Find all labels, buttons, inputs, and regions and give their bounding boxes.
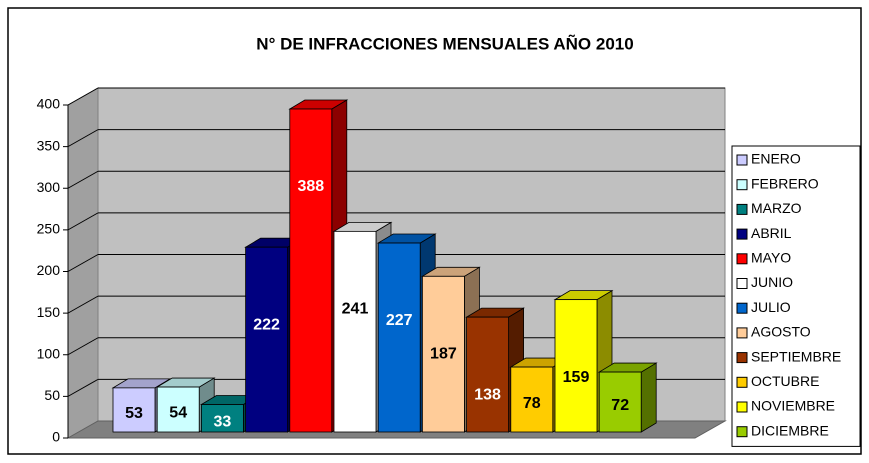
legend-box <box>731 145 861 447</box>
legend-label: AGOSTO <box>751 324 811 340</box>
legend-swatch <box>736 302 748 314</box>
legend-label: ABRIL <box>751 225 792 241</box>
bar <box>510 366 554 433</box>
grid-line <box>67 254 99 272</box>
value-label: 159 <box>563 369 590 386</box>
y-tick-label: 0 <box>52 429 60 445</box>
y-tick-label: 400 <box>37 96 61 112</box>
legend-label: DICIEMBRE <box>751 422 829 438</box>
legend-label: FEBRERO <box>751 175 819 191</box>
value-label: 72 <box>611 397 629 414</box>
bar <box>112 387 156 433</box>
value-label: 138 <box>474 386 501 403</box>
bar <box>554 299 598 433</box>
y-tick-label: 350 <box>37 137 61 153</box>
value-label: 187 <box>430 346 457 363</box>
grid-line <box>67 295 99 314</box>
bar <box>333 230 377 433</box>
y-tick-label: 50 <box>44 387 60 403</box>
legend-label: OCTUBRE <box>751 373 819 389</box>
value-label: 54 <box>169 405 187 422</box>
grid-line <box>67 212 99 231</box>
chart-title: N° DE INFRACCIONES MENSUALES AÑO 2010 <box>256 33 633 53</box>
grid-line <box>67 378 99 397</box>
legend-swatch <box>736 154 748 166</box>
legend-swatch <box>736 401 748 413</box>
value-label: 241 <box>342 301 369 318</box>
legend-swatch <box>736 278 748 289</box>
bar <box>245 246 289 433</box>
legend-label: NOVIEMBRE <box>751 398 835 414</box>
legend-label: SEPTIEMBRE <box>751 348 841 364</box>
legend-swatch <box>736 179 748 191</box>
value-label: 388 <box>297 178 324 195</box>
value-label: 78 <box>523 395 541 412</box>
legend-label: MARZO <box>751 200 802 216</box>
legend-swatch <box>736 228 748 240</box>
legend-label: JUNIO <box>751 274 793 290</box>
legend-label: ENERO <box>751 151 801 167</box>
legend-swatch <box>736 426 748 438</box>
value-label: 33 <box>214 413 232 430</box>
value-label: 53 <box>125 405 143 422</box>
legend-swatch <box>736 352 748 364</box>
legend-swatch <box>736 203 748 215</box>
bar <box>598 371 642 433</box>
bar <box>200 404 244 433</box>
y-tick-label: 150 <box>37 304 61 320</box>
legend-swatch <box>736 327 748 339</box>
bar <box>421 275 465 433</box>
bar <box>289 108 333 433</box>
bar <box>156 386 200 433</box>
bar-side <box>640 362 657 433</box>
bar <box>466 316 510 433</box>
grid-line <box>67 170 99 189</box>
legend-label: MAYO <box>751 250 791 266</box>
legend-label: JULIO <box>751 299 791 315</box>
grid-line <box>67 337 99 356</box>
y-tick-label: 250 <box>37 221 61 237</box>
grid-line <box>67 129 99 148</box>
value-label: 222 <box>253 316 280 333</box>
grid-line <box>67 87 99 106</box>
y-tick-label: 300 <box>37 179 61 195</box>
y-tick-label: 100 <box>37 345 61 361</box>
legend-swatch <box>736 376 748 388</box>
bar <box>377 242 421 433</box>
value-label: 227 <box>386 312 413 329</box>
y-tick-label: 200 <box>37 262 61 278</box>
legend-swatch <box>736 253 748 265</box>
